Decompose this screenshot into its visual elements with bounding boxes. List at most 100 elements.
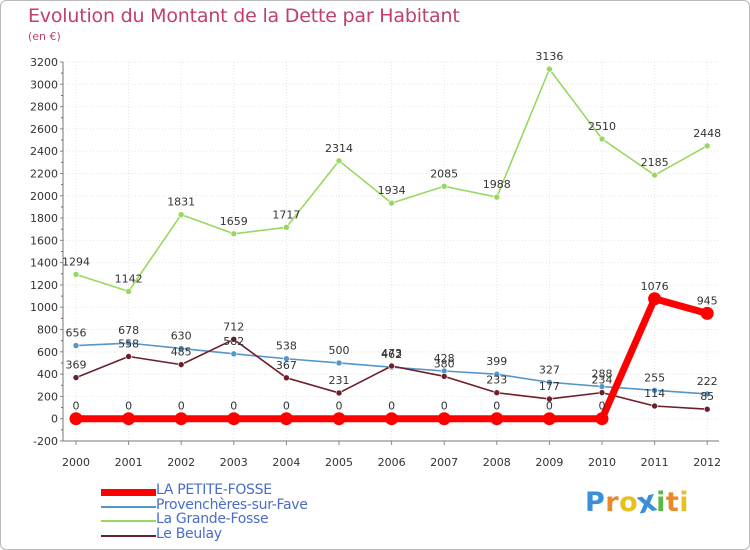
x-tick-label: 2002 [167, 456, 195, 469]
data-label: 0 [599, 400, 606, 413]
data-point [598, 389, 606, 396]
data-label: 0 [388, 400, 395, 413]
y-tick-label: 1800 [30, 212, 58, 225]
y-tick-label: 2000 [30, 190, 58, 203]
x-tick-label: 2006 [378, 456, 406, 469]
data-label: 2185 [641, 156, 669, 169]
data-point [542, 412, 556, 426]
data-label: 0 [178, 400, 185, 413]
data-label: 222 [697, 375, 718, 388]
data-point [72, 342, 80, 349]
data-point [595, 412, 609, 426]
data-point [69, 412, 83, 426]
data-label: 0 [336, 400, 343, 413]
data-point [440, 182, 448, 190]
data-label: 255 [644, 371, 665, 384]
data-point [440, 373, 448, 380]
data-point [230, 336, 238, 343]
y-tick-label: 2800 [30, 101, 58, 114]
data-point [72, 271, 80, 278]
y-tick-label: 1400 [30, 257, 58, 270]
data-label: 327 [539, 363, 560, 376]
data-label: 234 [592, 374, 613, 387]
data-point [493, 193, 501, 201]
x-tick-label: 2000 [62, 456, 90, 469]
y-tick-label: 1000 [30, 301, 58, 314]
legend-line [101, 534, 156, 537]
data-point [651, 386, 658, 394]
data-label: 0 [546, 400, 553, 413]
data-label: 656 [66, 327, 87, 340]
data-point [388, 362, 395, 370]
y-tick-label: -200 [33, 435, 58, 448]
data-label: 1717 [272, 208, 300, 221]
y-tick-label: 400 [37, 368, 58, 381]
x-tick-label: 2003 [220, 456, 248, 469]
y-tick-label: 200 [37, 390, 58, 403]
data-point [122, 412, 136, 426]
data-label: 2314 [325, 142, 353, 155]
data-label: 1659 [220, 215, 248, 228]
x-tick-label: 2010 [588, 456, 616, 469]
data-label: 3136 [535, 50, 563, 63]
data-label: 288 [592, 368, 613, 381]
logo-letter: o [619, 487, 639, 518]
logo-letter: P [585, 487, 606, 518]
x-tick-label: 2008 [483, 456, 511, 469]
unit-label: (en €) [28, 30, 61, 43]
data-point [332, 412, 346, 426]
data-point [335, 157, 343, 165]
data-label: 399 [486, 355, 507, 368]
data-label: 1831 [167, 196, 195, 209]
data-point [335, 359, 343, 367]
data-point [546, 378, 553, 386]
data-label: 630 [171, 329, 192, 342]
data-label: 428 [434, 352, 455, 365]
data-label: 369 [66, 359, 87, 372]
x-tick-label: 2011 [641, 456, 669, 469]
data-point [437, 412, 451, 426]
data-point [125, 288, 132, 295]
data-label: 500 [329, 344, 350, 357]
data-label: 177 [539, 380, 560, 393]
data-point [546, 65, 553, 73]
data-label: 462 [381, 348, 402, 361]
data-label: 0 [441, 400, 448, 413]
data-point [227, 412, 241, 426]
data-label: 945 [697, 294, 718, 307]
y-tick-label: 1200 [30, 279, 58, 292]
y-tick-label: 800 [37, 324, 58, 337]
data-point [72, 374, 80, 381]
data-label: 0 [125, 400, 132, 413]
data-point [385, 412, 399, 426]
logo-letter: t [665, 487, 680, 518]
legend-line [101, 520, 156, 522]
data-label: 1076 [641, 280, 669, 293]
data-label: 0 [283, 400, 290, 413]
x-tick-label: 2012 [693, 456, 721, 469]
data-point [493, 370, 501, 378]
data-point [335, 389, 343, 397]
y-tick-label: 2400 [30, 145, 58, 158]
legend-line [101, 488, 156, 496]
data-point [283, 355, 290, 363]
data-label: 2085 [430, 167, 458, 180]
x-tick-label: 2009 [535, 456, 563, 469]
data-label: 558 [118, 338, 139, 351]
legend-label: La Grande-Fosse [156, 511, 269, 527]
data-point [598, 135, 606, 143]
x-tick-label: 2005 [325, 456, 353, 469]
data-point [177, 345, 185, 352]
logo-letter: i [679, 487, 690, 518]
data-point [490, 412, 504, 426]
data-label: 233 [486, 374, 507, 387]
data-point [279, 412, 293, 426]
data-label: 2510 [588, 120, 616, 133]
proxiti-logo: Proxiti [585, 484, 690, 521]
data-point [230, 350, 238, 358]
data-label: 678 [118, 324, 139, 337]
data-point [283, 224, 290, 231]
data-point [651, 171, 658, 179]
